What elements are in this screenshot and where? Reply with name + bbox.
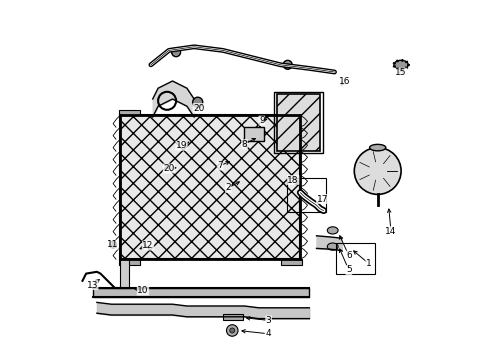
Circle shape	[192, 97, 203, 107]
Bar	[120, 115, 300, 259]
Circle shape	[109, 241, 117, 248]
Ellipse shape	[326, 243, 337, 250]
Ellipse shape	[326, 227, 337, 234]
Bar	[244, 127, 264, 141]
Circle shape	[284, 62, 290, 68]
Text: 16: 16	[338, 77, 349, 86]
Bar	[120, 259, 129, 288]
Text: 9: 9	[258, 116, 264, 125]
Bar	[223, 314, 242, 320]
Bar	[280, 259, 302, 265]
Text: 20: 20	[163, 164, 174, 173]
Text: 7: 7	[217, 161, 223, 170]
Text: 4: 4	[264, 329, 270, 338]
Circle shape	[229, 328, 234, 333]
Text: 19: 19	[175, 141, 187, 150]
Text: 1: 1	[365, 259, 371, 268]
Text: 5: 5	[346, 266, 351, 275]
Bar	[93, 288, 309, 297]
Ellipse shape	[393, 60, 407, 69]
Text: 18: 18	[287, 176, 298, 185]
Text: 3: 3	[265, 316, 271, 325]
Text: 12: 12	[142, 241, 153, 250]
Circle shape	[173, 49, 179, 55]
Bar	[273, 92, 322, 153]
Text: 11: 11	[106, 240, 118, 249]
Text: 20: 20	[193, 104, 204, 113]
Text: 17: 17	[316, 194, 327, 204]
Text: 15: 15	[394, 68, 406, 77]
Text: 6: 6	[346, 251, 351, 260]
Bar	[280, 110, 302, 115]
Text: 10: 10	[137, 286, 148, 295]
Bar	[286, 178, 325, 212]
Bar	[118, 259, 140, 265]
Text: 13: 13	[86, 281, 98, 289]
Ellipse shape	[369, 144, 385, 151]
Text: 2: 2	[225, 184, 231, 193]
Circle shape	[226, 325, 238, 336]
Bar	[336, 243, 374, 274]
Bar	[118, 110, 140, 115]
Text: 8: 8	[241, 140, 247, 149]
Bar	[276, 94, 320, 151]
Circle shape	[354, 148, 400, 194]
Text: 14: 14	[385, 227, 396, 236]
